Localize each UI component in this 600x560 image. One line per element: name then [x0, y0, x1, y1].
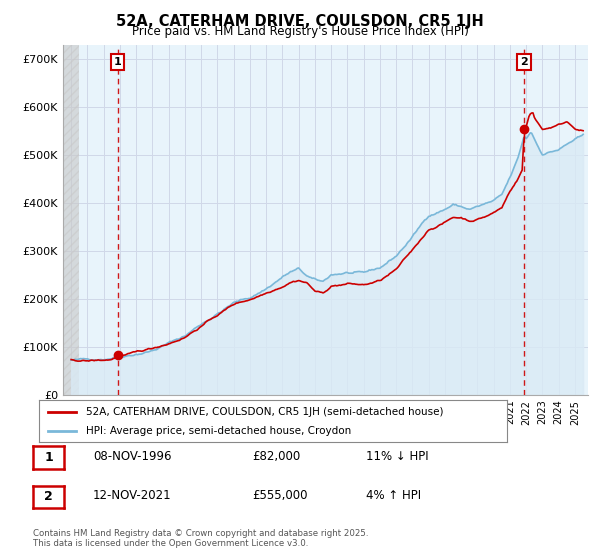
Text: HPI: Average price, semi-detached house, Croydon: HPI: Average price, semi-detached house,…	[86, 426, 351, 436]
Text: Price paid vs. HM Land Registry's House Price Index (HPI): Price paid vs. HM Land Registry's House …	[131, 25, 469, 38]
Text: 11% ↓ HPI: 11% ↓ HPI	[366, 450, 428, 463]
Text: 4% ↑ HPI: 4% ↑ HPI	[366, 489, 421, 502]
Text: 2: 2	[520, 57, 528, 67]
Text: 52A, CATERHAM DRIVE, COULSDON, CR5 1JH: 52A, CATERHAM DRIVE, COULSDON, CR5 1JH	[116, 14, 484, 29]
Text: 12-NOV-2021: 12-NOV-2021	[93, 489, 172, 502]
Text: 1: 1	[44, 451, 53, 464]
Text: 1: 1	[114, 57, 122, 67]
Text: 52A, CATERHAM DRIVE, COULSDON, CR5 1JH (semi-detached house): 52A, CATERHAM DRIVE, COULSDON, CR5 1JH (…	[86, 407, 443, 417]
Text: £82,000: £82,000	[252, 450, 300, 463]
Text: Contains HM Land Registry data © Crown copyright and database right 2025.
This d: Contains HM Land Registry data © Crown c…	[33, 529, 368, 548]
Text: £555,000: £555,000	[252, 489, 308, 502]
Text: 08-NOV-1996: 08-NOV-1996	[93, 450, 172, 463]
Text: 2: 2	[44, 490, 53, 503]
Bar	[63, 45, 79, 395]
